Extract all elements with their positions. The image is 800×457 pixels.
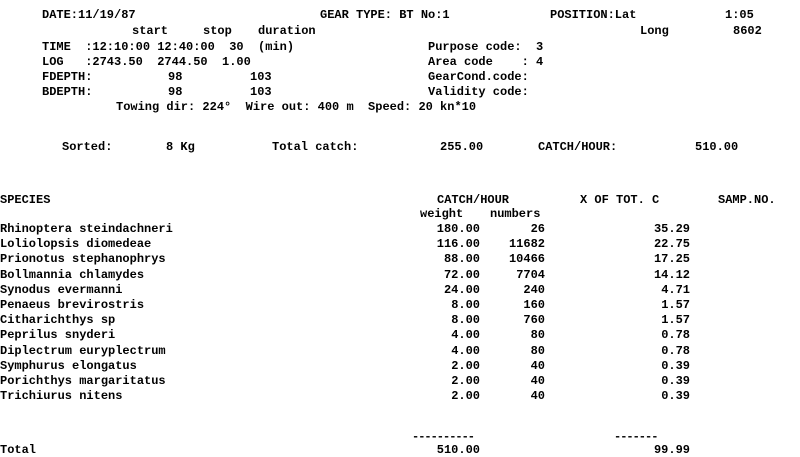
row-pct: 0.39 [661,389,690,404]
row-pct: 0.39 [661,358,690,373]
row-numbers: 40 [530,358,545,373]
gearcond-code: GearCond.code: [428,70,529,84]
row-species: Bollmannia chlamydes [0,267,145,282]
row-pct: 0.78 [661,343,690,358]
date: DATE:11/19/87 [42,8,136,22]
bdepth-label: BDEPTH: [42,85,93,99]
row-numbers: 40 [530,389,545,404]
pct-header: X OF TOT. C [580,193,660,207]
pct-total-rule: ------- [614,430,658,444]
row-numbers: 160 [523,298,545,312]
total-pct: 99.99 [653,443,690,457]
position-lat-label: POSITION:Lat [550,8,637,22]
row-pct: 0.39 [661,374,690,388]
time-row: TIME :12:10:00 12:40:00 30 (min) [42,40,295,54]
weight-header: weight [420,207,464,221]
row-species: Loliolopsis diomedeae [0,237,152,252]
row-pct: 4.71 [661,282,690,297]
row-numbers: 760 [523,313,545,328]
row-weight: 72.00 [443,267,480,282]
row-weight: 8.00 [451,313,480,328]
row-pct: 0.78 [661,328,690,343]
col-stop: stop [203,24,232,38]
log-row: LOG :2743.50 2744.50 1.00 [42,55,251,69]
row-numbers: 40 [530,374,545,388]
area-code: Area code : 4 [428,55,544,69]
row-weight: 2.00 [451,389,480,404]
total-label: Total [0,443,37,457]
row-weight: 180.00 [436,222,480,236]
fdepth-label: FDEPTH: [42,70,93,84]
total-catch-label: Total catch: [272,140,359,154]
catch-hour-label: CATCH/HOUR: [538,140,618,154]
long-value: 8602 [733,24,762,38]
long-label: Long [640,24,669,38]
catch-hour-value: 510.00 [695,140,739,154]
col-start: start [132,24,169,38]
row-weight: 88.00 [443,252,480,267]
row-numbers: 80 [530,343,545,358]
sorted-value: 8 Kg [166,140,195,154]
row-pct: 1.57 [661,313,690,328]
lat-value: 1:05 [725,8,754,22]
total-weight: 510.00 [436,443,480,457]
row-pct: 17.25 [653,252,690,267]
row-numbers: 7704 [516,267,545,282]
row-pct: 1.57 [661,298,690,312]
purpose-code: Purpose code: 3 [428,40,544,54]
species-header: SPECIES [0,193,51,207]
row-species: Trichiurus nitens [0,389,123,404]
row-pct: 14.12 [653,267,690,282]
row-species: Penaeus brevirostris [0,298,145,312]
col-duration: duration [258,24,316,38]
row-pct: 22.75 [653,237,690,252]
row-weight: 2.00 [451,358,480,373]
fdepth-stop: 103 [250,70,272,84]
row-numbers: 11682 [508,237,545,252]
row-weight: 4.00 [451,328,480,343]
row-numbers: 26 [530,222,545,236]
bdepth-start: 98 [168,85,183,99]
row-weight: 4.00 [451,343,480,358]
row-species: Rhinoptera steindachneri [0,222,173,236]
row-species: Synodus evermanni [0,282,123,297]
row-pct: 35.29 [653,222,690,236]
row-species: Porichthys margaritatus [0,374,166,388]
samp-no-header: SAMP.NO. [718,193,776,207]
row-species: Symphurus elongatus [0,358,137,373]
sorted-label: Sorted: [62,140,113,154]
row-weight: 2.00 [451,374,480,388]
validity-code: Validity code: [428,85,529,99]
bdepth-stop: 103 [250,85,272,99]
numbers-header: numbers [490,207,541,221]
row-species: Prionotus stephanophrys [0,252,166,267]
total-catch-value: 255.00 [440,140,484,154]
row-numbers: 10466 [508,252,545,267]
row-species: Citharichthys sp [0,313,116,328]
row-species: Peprilus snyderi [0,328,116,343]
catch-hour-header: CATCH/HOUR [437,193,510,207]
weight-total-rule: ---------- [412,430,475,444]
row-numbers: 80 [530,328,545,343]
row-species: Diplectrum euryplectrum [0,343,166,358]
fdepth-start: 98 [168,70,183,84]
row-weight: 24.00 [443,282,480,297]
gear-type: GEAR TYPE: BT No:1 [320,8,450,22]
row-weight: 116.00 [436,237,480,252]
row-weight: 8.00 [451,298,480,312]
towing-info: Towing dir: 224° Wire out: 400 m Speed: … [116,100,477,114]
row-numbers: 240 [523,282,545,297]
